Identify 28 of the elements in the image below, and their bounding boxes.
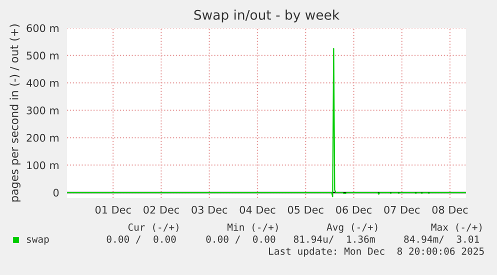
text: 81.94u/ 1.36m [294, 235, 375, 244]
x-tick-label: 01 Dec [95, 206, 131, 214]
text: Last update: Mon Dec 8 20:00:06 2025 [269, 247, 484, 257]
x-tick-label: 04 Dec [240, 206, 276, 214]
y-tick-label: 300 m [26, 106, 58, 114]
x-tick-label: 02 Dec [144, 206, 179, 214]
y-tick-label: 500 m [26, 52, 58, 60]
x-tick-label: 06 Dec [336, 206, 372, 214]
y-tick-label: 600 m [26, 24, 58, 32]
y-tick-label: 400 m [26, 79, 58, 87]
y-axis-title: pages per second in (-) / out (+) [10, 24, 20, 202]
text: Cur (-/+) [128, 223, 178, 232]
x-tick-label: 05 Dec [288, 206, 324, 214]
text: 84.94m/ 3.01 [404, 235, 479, 244]
chart-title: Swap in/out - by week [194, 10, 340, 22]
text: 0.00 / 0.00 [206, 235, 276, 244]
y-tick-label: 100 m [27, 161, 58, 170]
x-tick-label: 07 Dec [384, 206, 420, 214]
line-series [67, 48, 466, 198]
text: Min (-/+) [228, 223, 278, 232]
y-tick-label: 0 [53, 188, 59, 197]
y-tick-label: 200 m [26, 134, 58, 142]
legend-label: swap [27, 237, 49, 245]
x-tick-label: 03 Dec [192, 206, 228, 214]
x-tick-label: 08 Dec [432, 206, 468, 214]
text: 0.00 / 0.00 [106, 235, 176, 244]
text: Max (-/+) [431, 223, 482, 232]
text: Avg (-/+) [326, 223, 378, 233]
